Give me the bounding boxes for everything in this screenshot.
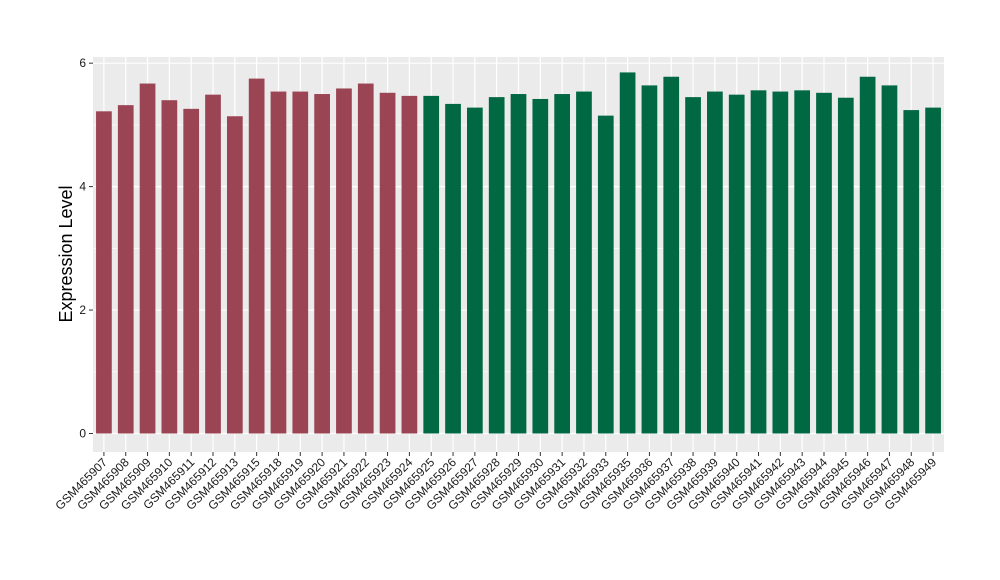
bar <box>401 95 418 434</box>
bar <box>597 115 614 434</box>
bar <box>816 92 832 434</box>
bar <box>139 83 156 434</box>
bar <box>248 78 265 434</box>
bar <box>641 85 658 434</box>
bar <box>467 107 483 434</box>
bar <box>96 111 112 434</box>
bar <box>925 107 941 434</box>
bar <box>270 91 287 434</box>
bar <box>205 94 221 434</box>
bar <box>794 90 811 434</box>
y-tick-label: 4 <box>79 180 86 194</box>
x-axis: GSM465907GSM465908GSM465909GSM465910GSM4… <box>52 452 939 513</box>
bar <box>510 94 527 434</box>
bar <box>903 110 920 434</box>
bar <box>357 83 374 434</box>
bar <box>226 116 243 434</box>
bar <box>859 76 876 434</box>
bar <box>183 108 200 434</box>
bar <box>619 72 636 434</box>
bar <box>881 85 898 434</box>
y-tick-label: 6 <box>79 56 86 70</box>
bar <box>532 98 549 434</box>
y-axis-title: Expression Level <box>56 185 76 322</box>
y-axis: 0 2 4 6 <box>79 56 93 440</box>
bar <box>728 94 745 434</box>
bar <box>576 91 592 434</box>
bar <box>161 100 178 434</box>
bar <box>379 92 396 434</box>
bar <box>685 97 701 434</box>
bar <box>554 94 570 434</box>
y-tick-label: 2 <box>79 303 86 317</box>
bar <box>336 88 352 434</box>
bar <box>423 95 440 434</box>
bar <box>314 94 330 434</box>
bar <box>445 103 461 434</box>
bar <box>707 91 723 434</box>
bar <box>488 97 505 434</box>
bar <box>750 90 767 434</box>
bar <box>772 91 789 434</box>
bar <box>837 97 854 434</box>
bar <box>117 105 134 434</box>
bars <box>96 72 941 434</box>
bar <box>292 91 309 434</box>
y-tick-label: 0 <box>79 426 86 440</box>
bar <box>663 76 680 434</box>
